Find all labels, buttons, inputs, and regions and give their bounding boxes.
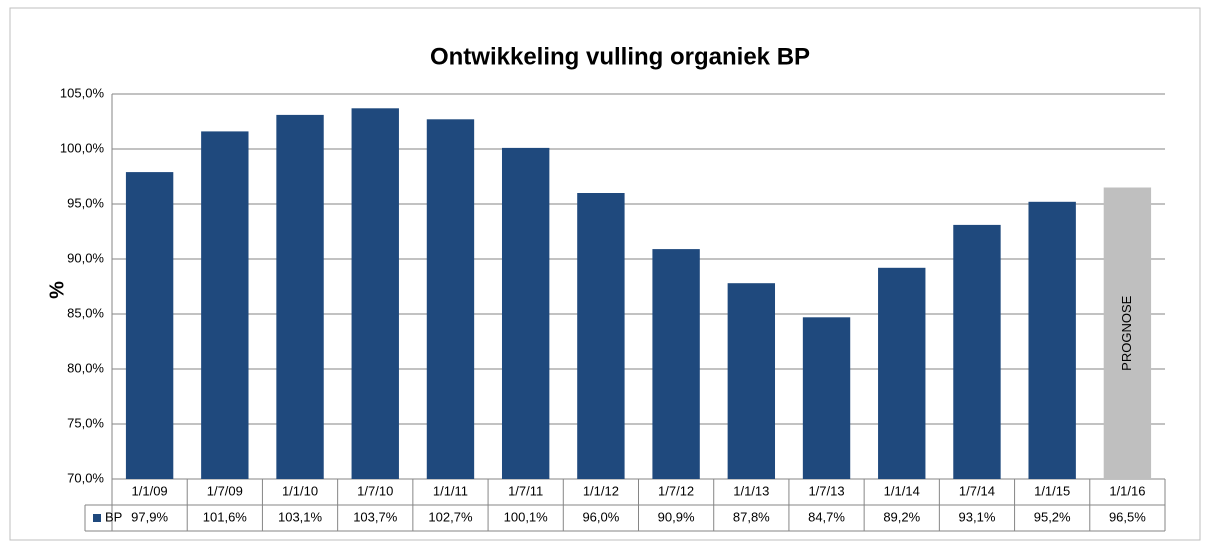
value-label: 87,8%	[733, 509, 770, 524]
x-tick-label: 1/7/13	[808, 483, 844, 498]
value-label: 102,7%	[428, 509, 473, 524]
value-label: 95,2%	[1034, 509, 1071, 524]
value-label: 100,1%	[504, 509, 549, 524]
y-tick-label: 80,0%	[67, 360, 104, 375]
x-tick-label: 1/1/09	[132, 483, 168, 498]
y-tick-label: 95,0%	[67, 195, 104, 210]
bar	[1103, 187, 1152, 479]
annotation: PROGNOSE	[1119, 295, 1134, 370]
y-tick-label: 105,0%	[60, 85, 105, 100]
x-tick-label: 1/1/13	[733, 483, 769, 498]
value-label: 84,7%	[808, 509, 845, 524]
value-label: 103,1%	[278, 509, 323, 524]
chart-title: Ontwikkeling vulling organiek BP	[430, 43, 810, 70]
value-label: 101,6%	[203, 509, 248, 524]
bar	[125, 172, 174, 479]
bar	[802, 317, 851, 479]
y-tick-label: 85,0%	[67, 305, 104, 320]
bar	[1028, 201, 1076, 480]
bar	[426, 119, 475, 480]
x-tick-label: 1/7/11	[508, 483, 543, 498]
x-tick-label: 1/7/10	[357, 483, 393, 498]
x-tick-label: 1/1/12	[583, 483, 619, 498]
bar	[652, 249, 700, 479]
bar	[953, 224, 1001, 479]
y-axis-label: %	[46, 281, 68, 299]
y-tick-label: 75,0%	[67, 415, 104, 430]
value-label: 97,9%	[131, 509, 168, 524]
bar	[201, 131, 249, 479]
y-tick-label: 70,0%	[67, 470, 104, 485]
bar	[577, 193, 625, 479]
x-tick-label: 1/7/09	[207, 483, 243, 498]
x-tick-label: 1/1/14	[884, 483, 920, 498]
bar	[351, 108, 399, 480]
value-label: 96,5%	[1109, 509, 1146, 524]
bar	[501, 147, 550, 479]
x-tick-label: 1/1/15	[1034, 483, 1070, 498]
value-label: 103,7%	[353, 509, 398, 524]
legend-swatch	[93, 514, 101, 522]
value-label: 96,0%	[582, 509, 619, 524]
x-tick-label: 1/1/16	[1109, 483, 1145, 498]
x-tick-label: 1/1/10	[282, 483, 318, 498]
legend-label: BP	[105, 509, 122, 524]
y-tick-label: 90,0%	[67, 250, 104, 265]
bar	[727, 283, 776, 479]
x-tick-label: 1/7/12	[658, 483, 694, 498]
bar	[276, 114, 324, 480]
x-tick-label: 1/1/11	[433, 483, 468, 498]
value-label: 89,2%	[883, 509, 920, 524]
y-tick-label: 100,0%	[60, 140, 105, 155]
x-tick-label: 1/7/14	[959, 483, 995, 498]
bar	[878, 267, 926, 479]
value-label: 90,9%	[658, 509, 695, 524]
value-label: 93,1%	[959, 509, 996, 524]
